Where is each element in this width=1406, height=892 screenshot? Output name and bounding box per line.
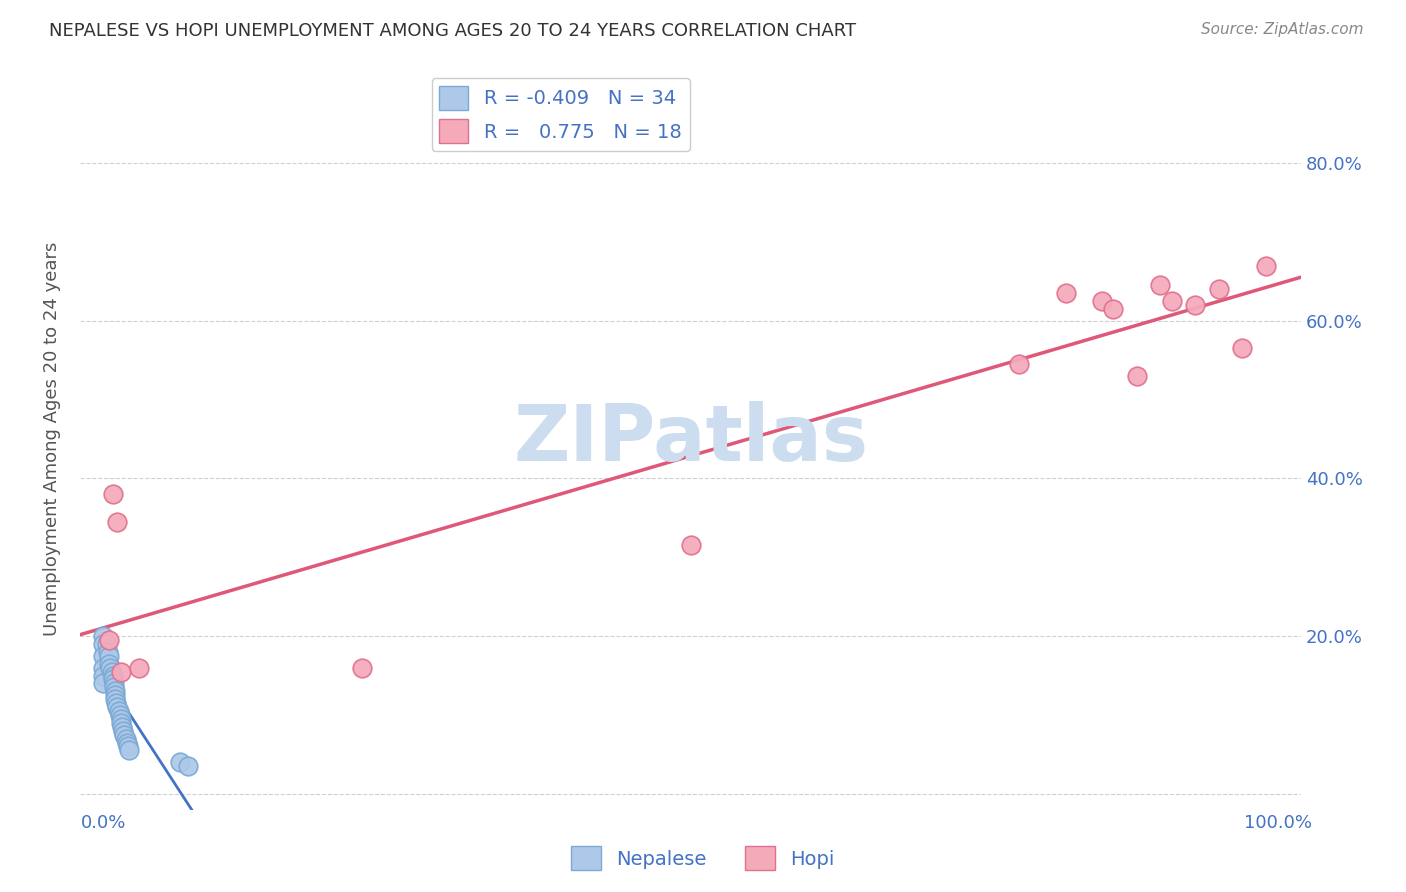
Point	[93, 660, 115, 674]
Point	[100, 660, 122, 674]
Text: NEPALESE VS HOPI UNEMPLOYMENT AMONG AGES 20 TO 24 YEARS CORRELATION CHART: NEPALESE VS HOPI UNEMPLOYMENT AMONG AGES…	[49, 22, 856, 40]
Point	[115, 735, 138, 749]
Point	[107, 704, 129, 718]
Point	[1232, 342, 1254, 356]
Point	[101, 668, 124, 682]
Point	[93, 629, 115, 643]
Point	[169, 756, 191, 770]
Point	[97, 645, 120, 659]
Point	[104, 688, 127, 702]
Point	[100, 665, 122, 679]
Point	[177, 759, 200, 773]
Legend: Nepalese, Hopi: Nepalese, Hopi	[564, 838, 842, 878]
Point	[1149, 278, 1171, 293]
Point	[98, 657, 121, 671]
Text: Source: ZipAtlas.com: Source: ZipAtlas.com	[1201, 22, 1364, 37]
Point	[114, 731, 136, 746]
Point	[93, 676, 115, 690]
Point	[110, 665, 132, 679]
Point	[114, 728, 136, 742]
Point	[118, 743, 141, 757]
Point	[350, 660, 373, 674]
Point	[128, 660, 150, 674]
Point	[1008, 357, 1031, 371]
Point	[101, 487, 124, 501]
Point	[108, 708, 131, 723]
Point	[107, 515, 129, 529]
Point	[105, 696, 128, 710]
Point	[101, 673, 124, 687]
Point	[98, 648, 121, 663]
Point	[111, 720, 134, 734]
Point	[103, 676, 125, 690]
Point	[98, 633, 121, 648]
Point	[1161, 294, 1184, 309]
Point	[1102, 301, 1125, 316]
Point	[1184, 298, 1206, 312]
Point	[93, 637, 115, 651]
Point	[110, 715, 132, 730]
Point	[112, 723, 135, 738]
Point	[1125, 368, 1147, 383]
Point	[1254, 259, 1277, 273]
Point	[96, 637, 118, 651]
Point	[1054, 286, 1077, 301]
Y-axis label: Unemployment Among Ages 20 to 24 years: Unemployment Among Ages 20 to 24 years	[44, 242, 60, 636]
Point	[103, 681, 125, 695]
Point	[1208, 282, 1230, 296]
Text: ZIPatlas: ZIPatlas	[513, 401, 868, 477]
Point	[1090, 294, 1112, 309]
Point	[679, 538, 702, 552]
Legend: R = -0.409   N = 34, R =   0.775   N = 18: R = -0.409 N = 34, R = 0.775 N = 18	[432, 78, 689, 151]
Point	[93, 648, 115, 663]
Point	[104, 692, 127, 706]
Point	[104, 684, 127, 698]
Point	[93, 668, 115, 682]
Point	[110, 712, 132, 726]
Point	[107, 700, 129, 714]
Point	[117, 739, 139, 754]
